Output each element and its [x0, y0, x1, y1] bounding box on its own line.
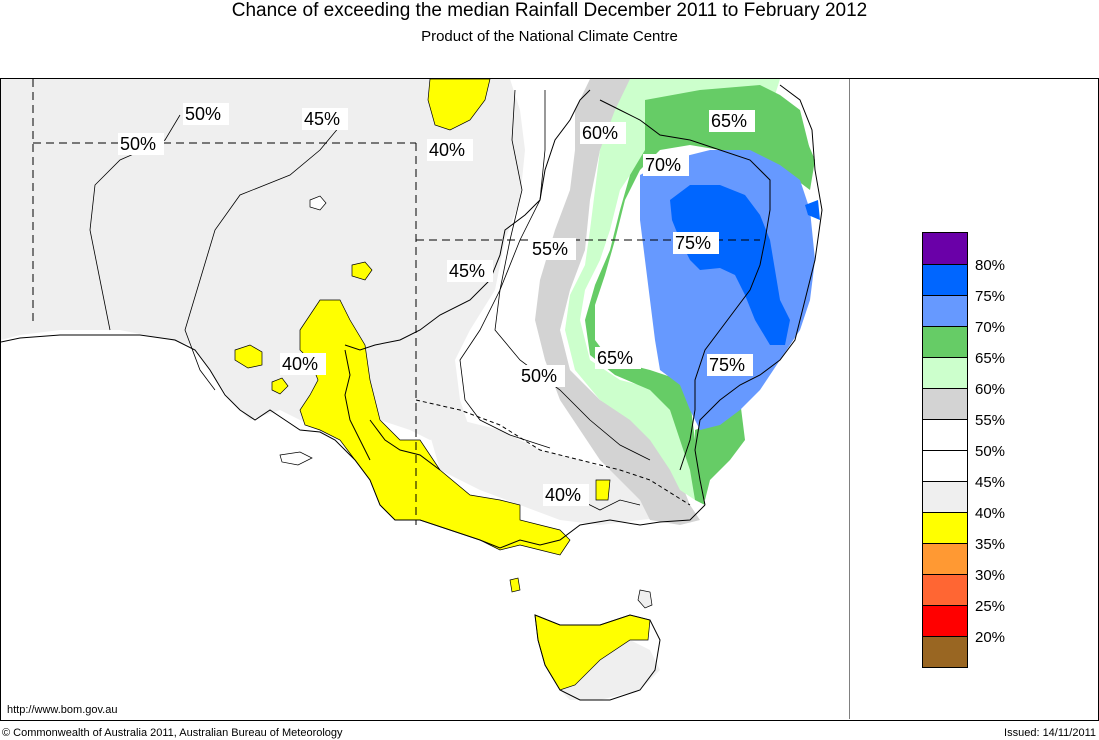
region-white-gulf: [279, 451, 313, 466]
label-50-a: 50%: [185, 104, 221, 124]
region-yellow-blob3: [271, 377, 289, 395]
contour-50-west: [89, 114, 181, 331]
label-45-b: 45%: [449, 261, 485, 281]
legend-label: 75%: [975, 288, 1006, 305]
rainfall-map: 50% 50% 45% 40% 60% 65% 70% 55% 75% 45% …: [1, 79, 850, 719]
legend-label: 20%: [975, 629, 1006, 646]
region-yellow-north: [427, 79, 491, 131]
legend-swatch: [923, 481, 967, 512]
region-75-b: [805, 200, 820, 220]
legend-swatch: [923, 419, 967, 450]
region-yellow-king-island: [509, 577, 521, 593]
legend-colorbar: [922, 232, 968, 668]
label-75-b: 75%: [709, 355, 745, 375]
legend-swatch: [923, 450, 967, 481]
contour-50-central: [494, 90, 651, 461]
region-55: [535, 79, 700, 525]
region-yellow-flinders: [637, 589, 653, 609]
river-vic: [369, 419, 441, 471]
label-40-a: 40%: [429, 140, 465, 160]
legend-swatch: [923, 388, 967, 419]
region-75-a: [670, 185, 790, 345]
page-subtitle: Product of the National Climate Centre: [421, 28, 678, 45]
contour-45-north: [184, 119, 346, 391]
legend-label: 50%: [975, 443, 1006, 460]
label-65-b: 65%: [597, 348, 633, 368]
river-murray: [344, 89, 591, 351]
legend-swatch: [923, 605, 967, 636]
legend-label: 45%: [975, 474, 1006, 491]
legend-swatch: [923, 233, 967, 264]
state-border-nsw-vic: [415, 399, 691, 506]
region-white-spot: [309, 195, 327, 211]
region-yellow-blob1: [234, 344, 263, 369]
legend-swatch: [923, 295, 967, 326]
region-40-45-south: [420, 400, 690, 525]
label-40-b: 40%: [282, 354, 318, 374]
region-yellow-blob4: [595, 479, 611, 501]
label-65-a: 65%: [711, 111, 747, 131]
issued-date: Issued: 14/11/2011: [1004, 727, 1096, 739]
river-sa: [344, 349, 371, 461]
source-url[interactable]: http://www.bom.gov.au: [7, 704, 118, 716]
legend-swatch: [923, 636, 967, 667]
river-darling: [599, 99, 771, 471]
contour-south: [579, 499, 641, 511]
legend-swatch: [923, 512, 967, 543]
region-yellow-south-sa: [299, 299, 571, 556]
label-60: 60%: [582, 123, 618, 143]
legend-label: 25%: [975, 598, 1006, 615]
legend-swatch: [923, 264, 967, 295]
legend-label: 65%: [975, 350, 1006, 367]
region-65-east: [740, 125, 815, 190]
legend-label: 60%: [975, 381, 1006, 398]
legend-label: 40%: [975, 505, 1006, 522]
legend-swatch: [923, 543, 967, 574]
label-75-a: 75%: [675, 233, 711, 253]
coastline-tas: [534, 614, 661, 701]
legend-label: 55%: [975, 412, 1006, 429]
legend-label: 80%: [975, 257, 1006, 274]
region-yellow-blob2: [351, 261, 373, 281]
legend-swatch: [923, 574, 967, 605]
copyright-notice: © Commonwealth of Australia 2011, Austra…: [2, 727, 343, 739]
legend-swatch: [923, 326, 967, 357]
legend-swatch: [923, 357, 967, 388]
coastline-south: [1, 334, 706, 549]
label-55: 55%: [532, 239, 568, 259]
page-title: Chance of exceeding the median Rainfall …: [231, 0, 868, 21]
legend-label: 70%: [975, 319, 1006, 336]
coastline-east: [694, 84, 823, 506]
region-tas-grey: [560, 640, 660, 700]
region-60: [565, 79, 780, 500]
label-50-b: 50%: [120, 134, 156, 154]
region-65: [585, 85, 810, 505]
label-70: 70%: [645, 155, 681, 175]
contour-45-central: [459, 89, 551, 449]
legend-label: 30%: [975, 567, 1006, 584]
label-40-c: 40%: [545, 485, 581, 505]
region-40-45-west: [1, 79, 525, 440]
label-50-c: 50%: [521, 366, 557, 386]
contour-labels: 50% 50% 45% 40% 60% 65% 70% 55% 75% 45% …: [118, 103, 755, 506]
label-45-a: 45%: [304, 109, 340, 129]
legend-label: 35%: [975, 536, 1006, 553]
